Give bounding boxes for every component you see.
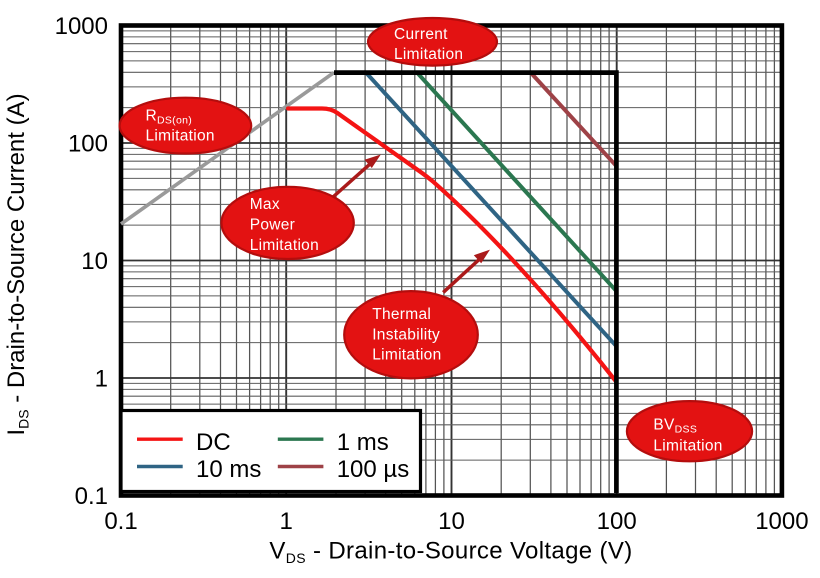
- svg-text:Max: Max: [250, 196, 280, 213]
- svg-text:Instability: Instability: [372, 326, 440, 343]
- svg-text:1: 1: [95, 366, 108, 393]
- svg-text:10: 10: [438, 508, 465, 535]
- svg-text:DC: DC: [196, 429, 231, 456]
- svg-text:0.1: 0.1: [75, 483, 108, 510]
- svg-text:10: 10: [81, 248, 108, 275]
- svg-text:10 ms: 10 ms: [196, 456, 261, 483]
- svg-text:100: 100: [597, 508, 637, 535]
- svg-text:0.1: 0.1: [104, 508, 137, 535]
- svg-text:1: 1: [280, 508, 293, 535]
- svg-text:Limitation: Limitation: [372, 347, 441, 364]
- svg-text:100 µs: 100 µs: [337, 456, 410, 483]
- svg-text:Thermal: Thermal: [372, 306, 431, 323]
- svg-text:IDS - Drain-to-Source Current: IDS - Drain-to-Source Current (A): [3, 93, 32, 435]
- svg-text:1000: 1000: [55, 13, 108, 40]
- svg-text:1 ms: 1 ms: [337, 429, 389, 456]
- svg-text:Limitation: Limitation: [653, 437, 722, 454]
- svg-text:Limitation: Limitation: [394, 46, 463, 63]
- svg-text:Limitation: Limitation: [250, 237, 319, 254]
- svg-text:Limitation: Limitation: [146, 128, 215, 145]
- svg-text:VDS - Drain-to-Source Voltage: VDS - Drain-to-Source Voltage (V): [269, 538, 632, 567]
- svg-text:Current: Current: [394, 26, 448, 43]
- svg-text:1000: 1000: [755, 508, 808, 535]
- svg-text:100: 100: [68, 131, 108, 158]
- svg-text:Power: Power: [250, 216, 295, 233]
